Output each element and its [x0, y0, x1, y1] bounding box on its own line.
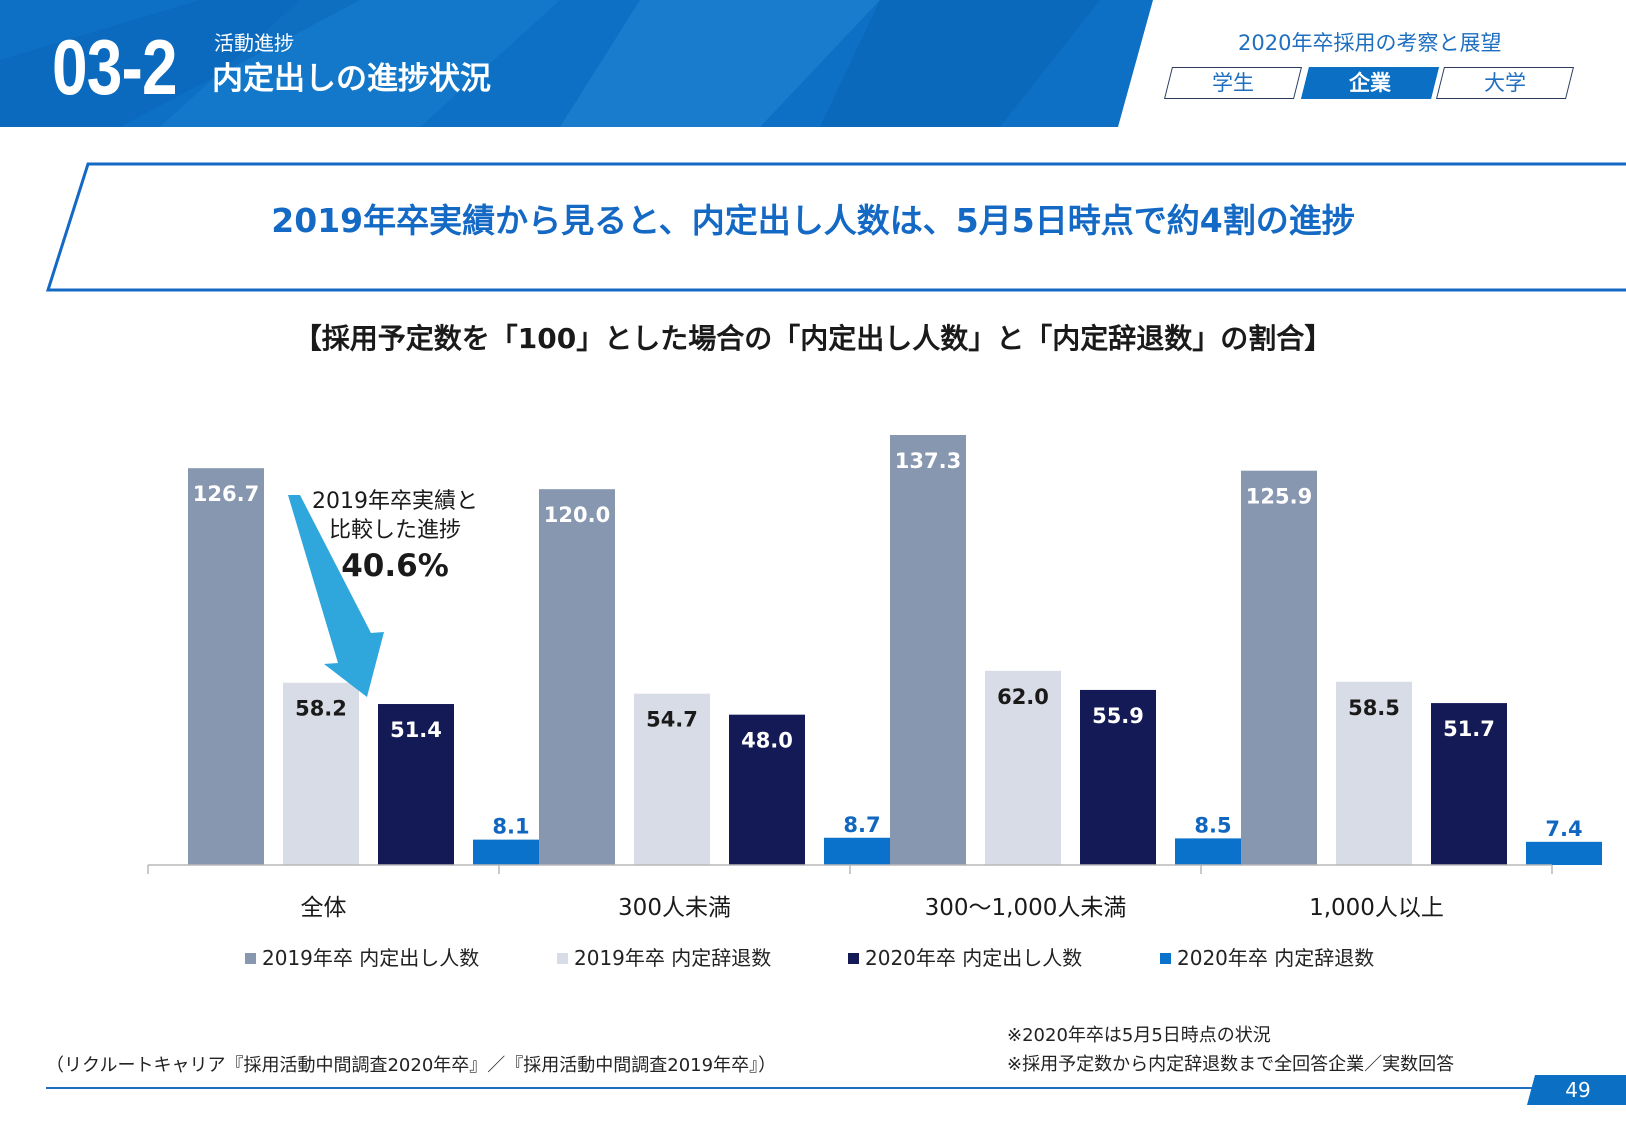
value-label-2019-offers-3: 125.9 — [1246, 485, 1312, 509]
legend-label: 2019年卒 内定辞退数 — [574, 946, 772, 970]
headline-frame-outline — [46, 162, 1626, 292]
value-label-2020-declines-3: 7.4 — [1545, 817, 1582, 841]
chart-title: 【採用予定数を「100」とした場合の「内定出し人数」と「内定辞退数」の割合】 — [293, 322, 1333, 355]
value-label-2019-declines-2: 62.0 — [997, 685, 1049, 709]
category-label-2: 300～1,000人未満 — [925, 895, 1127, 920]
page-number-tab — [1527, 1075, 1626, 1105]
callout-percentage: 40.6% — [341, 548, 449, 584]
callout-line2: 比較した進捗 — [328, 518, 461, 543]
chart-legend: 2019年卒 内定出し人数 2019年卒 内定辞退数 2020年卒 内定出し人数… — [0, 948, 1626, 974]
category-label-1: 300人未満 — [618, 895, 731, 920]
tab-university-label: 大学 — [1484, 70, 1526, 95]
section-category: 活動進捗 — [214, 31, 294, 55]
value-label-2019-declines-3: 58.5 — [1348, 696, 1400, 720]
bar-2019-declines-2 — [985, 670, 1061, 865]
bar-chart: 126.7 58.2 51.4 8.1 120.0 54.7 48.0 8.7 137.3 62.… — [147, 435, 1602, 920]
value-label-2019-offers-0: 126.7 — [193, 482, 259, 506]
legend-swatch — [848, 952, 859, 964]
value-label-2020-declines-1: 8.7 — [843, 813, 880, 837]
legend-item-2019-declines: 2019年卒 内定辞退数 — [557, 948, 771, 968]
value-label-2020-offers-1: 48.0 — [741, 729, 793, 753]
header-background — [0, 0, 1153, 127]
legend-swatch — [557, 952, 568, 964]
bar-2019-declines-1 — [634, 693, 710, 865]
bar-2020-declines-2 — [1175, 838, 1251, 865]
bar-2020-declines-0 — [473, 839, 549, 865]
bar-2019-offers-2 — [890, 435, 966, 865]
legend-swatch — [1160, 952, 1171, 964]
legend-label: 2020年卒 内定出し人数 — [865, 946, 1083, 970]
value-label-2020-declines-2: 8.5 — [1194, 813, 1231, 837]
headline-frame — [46, 162, 1626, 292]
value-label-2020-offers-3: 51.7 — [1443, 717, 1495, 741]
bar-2020-declines-3 — [1526, 841, 1602, 865]
tab-university[interactable]: 大学 — [1436, 67, 1574, 99]
tab-company[interactable]: 企業 — [1301, 67, 1439, 99]
legend-item-2020-offers: 2020年卒 内定出し人数 — [848, 948, 1082, 968]
value-label-2019-offers-2: 137.3 — [895, 449, 961, 473]
bar-2019-declines-0 — [283, 682, 359, 865]
callout-arrow-layer — [288, 495, 384, 697]
legend-label: 2019年卒 内定出し人数 — [262, 946, 480, 970]
callout-line1: 2019年卒実績と — [312, 489, 478, 514]
tab-company-label: 企業 — [1349, 70, 1391, 95]
value-label-2019-offers-1: 120.0 — [544, 503, 610, 527]
legend-label: 2020年卒 内定辞退数 — [1177, 946, 1375, 970]
report-title: 2020年卒採用の考察と展望 — [1238, 31, 1502, 55]
category-label-3: 1,000人以上 — [1309, 895, 1444, 920]
note-respondents: ※採用予定数から内定辞退数まで全回答企業／実数回答 — [1007, 1054, 1455, 1075]
legend-item-2020-declines: 2020年卒 内定辞退数 — [1160, 948, 1374, 968]
section-title: 内定出しの進捗状況 — [212, 61, 491, 97]
value-labels-layer: 126.7 58.2 51.4 8.1 120.0 54.7 48.0 8.7 137.3 62.… — [193, 449, 1583, 841]
value-label-2020-declines-0: 8.1 — [492, 815, 529, 839]
bar-2020-offers-1 — [729, 714, 805, 865]
legend-swatch — [245, 952, 256, 964]
note-survey-date: ※2020年卒は5月5日時点の状況 — [1007, 1025, 1271, 1046]
x-axis: 全体 300人未満 300～1,000人未満 1,000人以上 — [147, 864, 1553, 920]
bar-2020-offers-3 — [1431, 703, 1507, 865]
bar-2020-offers-2 — [1080, 689, 1156, 865]
bar-2019-offers-1 — [539, 489, 615, 865]
bar-2019-declines-3 — [1336, 681, 1412, 865]
bars-layer — [188, 435, 1602, 865]
bar-2019-offers-3 — [1241, 470, 1317, 865]
bar-2020-offers-0 — [378, 704, 454, 865]
value-label-2019-declines-1: 54.7 — [646, 708, 698, 732]
footer-divider — [46, 1087, 1626, 1089]
source-citation: （リクルートキャリア『採用活動中間調査2020年卒』／『採用活動中間調査2019… — [46, 1055, 777, 1076]
value-label-2020-offers-0: 51.4 — [390, 718, 442, 742]
section-number: 03-2 — [52, 23, 178, 111]
legend-item-2019-offers: 2019年卒 内定出し人数 — [245, 948, 479, 968]
value-label-2020-offers-2: 55.9 — [1092, 704, 1144, 728]
category-label-0: 全体 — [301, 895, 347, 920]
bar-2020-declines-1 — [824, 837, 900, 865]
header-band — [0, 0, 1160, 127]
tab-student[interactable]: 学生 — [1164, 67, 1302, 99]
page-number: 49 — [1565, 1078, 1591, 1102]
page-number-tab-shape — [1527, 1075, 1626, 1105]
headline: 2019年卒実績から見ると、内定出し人数は、5月5日時点で約4割の進捗 — [271, 201, 1355, 240]
bar-2019-offers-0 — [188, 468, 264, 865]
tab-student-label: 学生 — [1212, 70, 1254, 95]
callout-arrow — [288, 495, 384, 697]
value-label-2019-declines-0: 58.2 — [295, 697, 347, 721]
